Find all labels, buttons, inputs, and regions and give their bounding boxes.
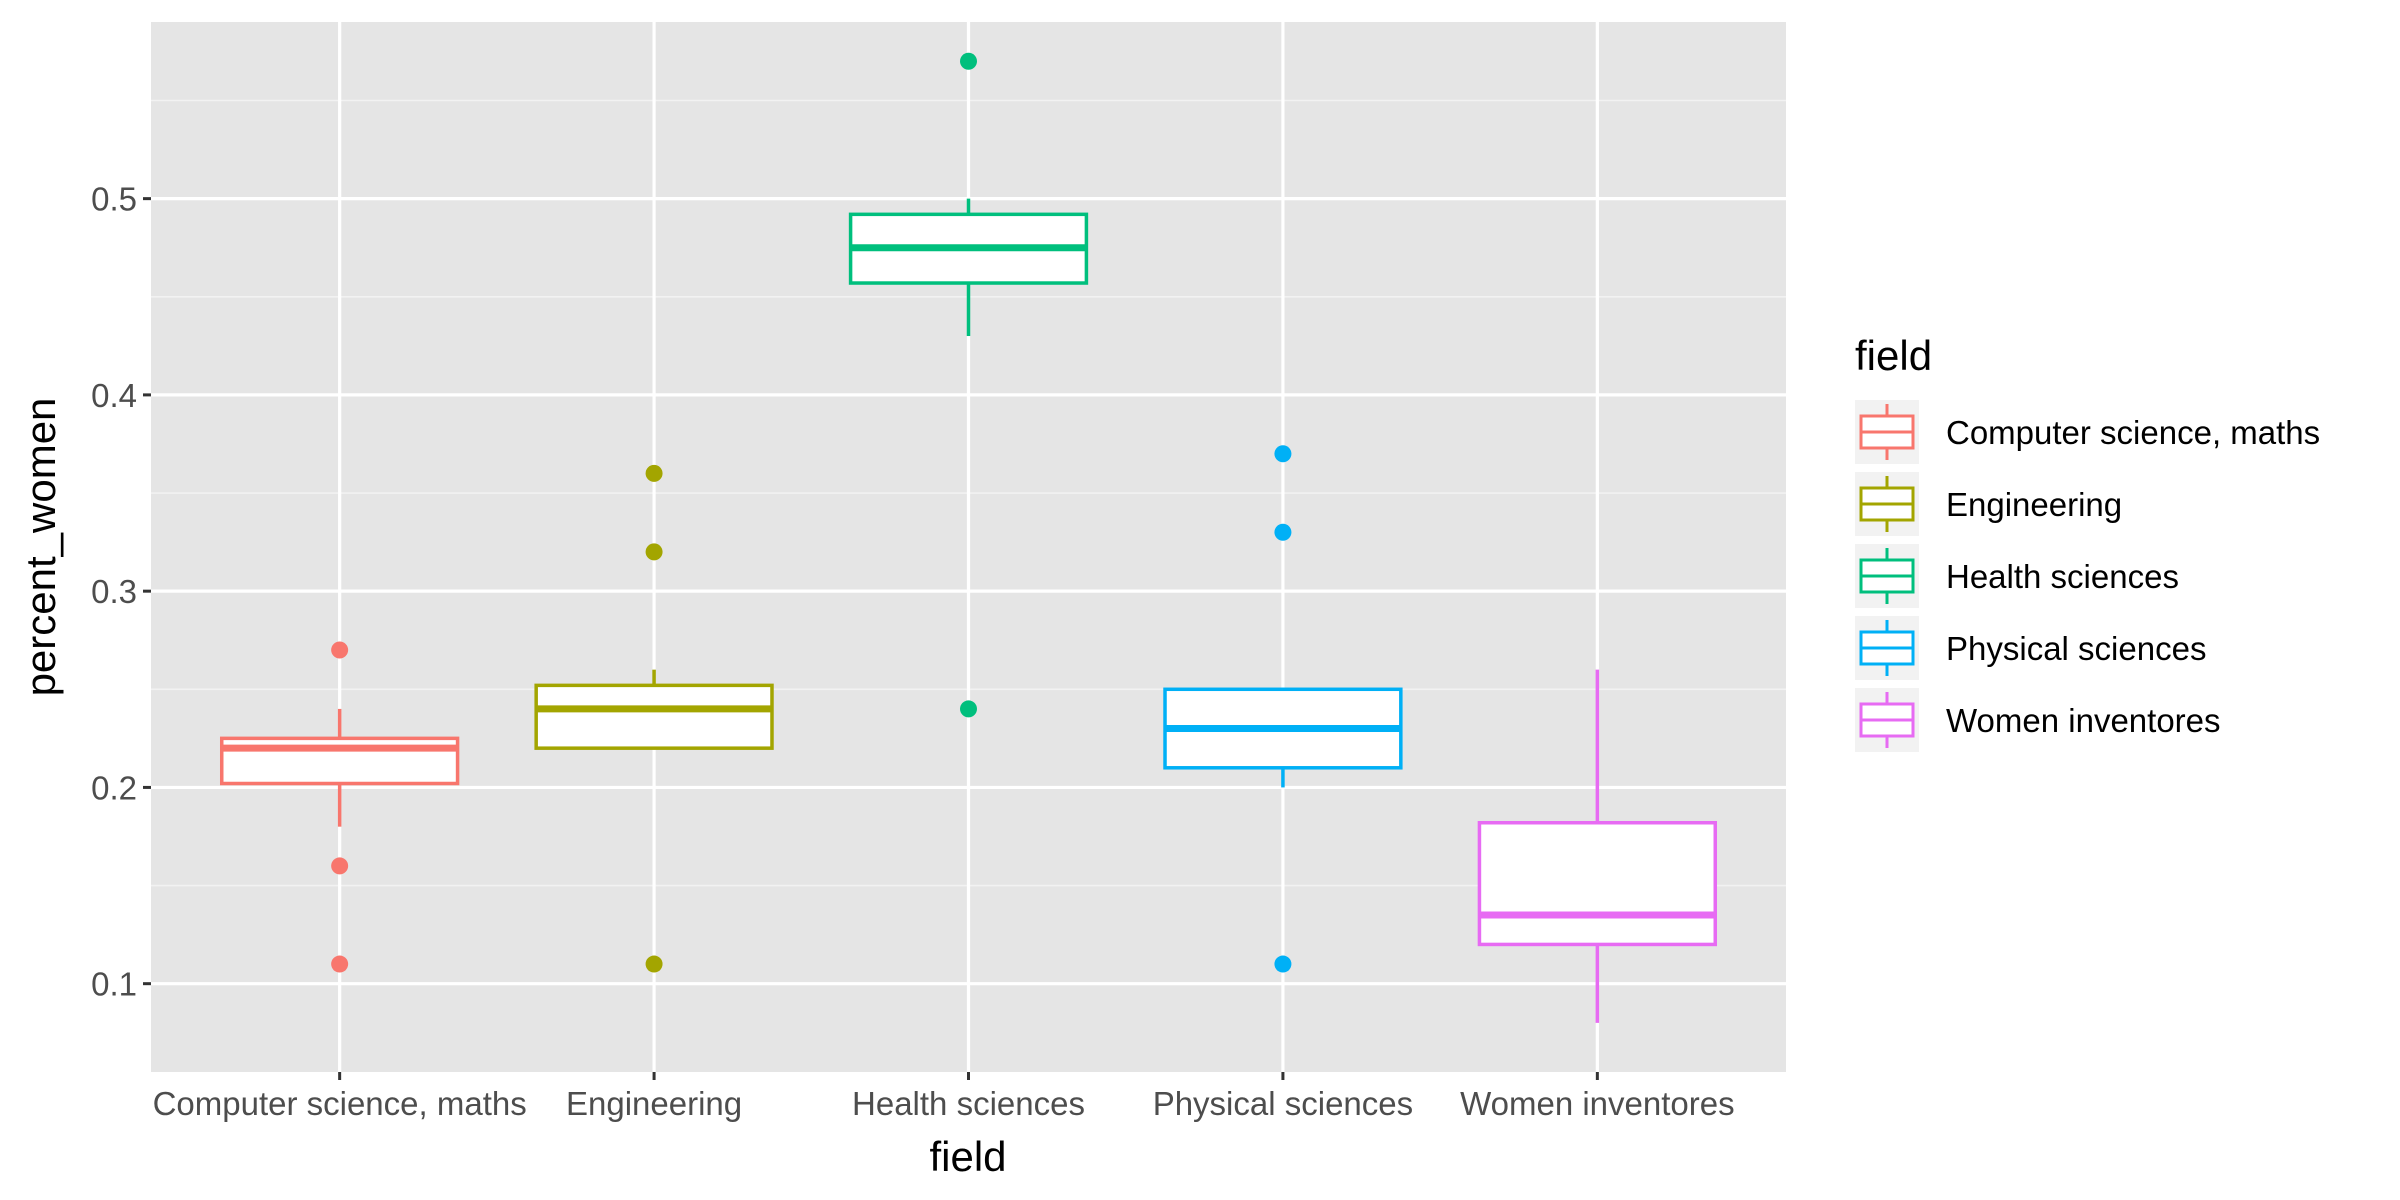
y-tick-label: 0.5 [91,181,137,218]
outlier-point [960,52,977,70]
box-layer [219,52,1718,1023]
box-3 [848,52,1089,718]
y-axis: 0.1 0.2 0.3 0.4 0.5 [91,181,151,1003]
outlier-point [645,464,663,482]
outlier-point [1274,955,1292,973]
x-axis: Computer science, maths Engineering Health… [153,1072,1735,1122]
outlier-point [1274,523,1292,541]
outlier-point [331,857,349,875]
box-1 [219,641,460,973]
box-iqr [534,683,774,750]
box-iqr [1477,820,1718,947]
legend-label: Physical sciences [1946,630,2206,667]
legend: field Computer science, maths Engineering… [1855,332,2320,752]
outlier-point [645,543,663,561]
y-tick-label: 0.2 [91,769,137,806]
x-tick-label: Physical sciences [1153,1085,1413,1122]
x-tick-label: Engineering [566,1085,742,1122]
legend-item: Health sciences [1855,544,2179,608]
box-4 [1163,445,1403,973]
legend-label: Computer science, maths [1946,414,2320,451]
legend-item: Engineering [1855,472,2122,536]
legend-label: Women inventores [1946,702,2221,739]
outlier-point [645,955,663,973]
y-tick-label: 0.4 [91,377,137,414]
y-tick-label: 0.1 [91,966,137,1003]
box-2 [534,464,774,973]
legend-label: Health sciences [1946,558,2179,595]
outlier-point [331,955,349,973]
x-tick-label: Computer science, maths [153,1085,527,1122]
outlier-point [960,700,977,718]
box-5 [1477,669,1718,1023]
y-axis-title: percent_women [17,398,64,697]
legend-item: Women inventores [1855,688,2221,752]
x-axis-title: field [929,1133,1006,1180]
x-tick-label: Health sciences [852,1085,1085,1122]
legend-title: field [1855,332,1932,379]
y-tick-label: 0.3 [91,573,137,610]
outlier-point [331,641,349,659]
outlier-point [1274,445,1292,463]
x-tick-label: Women inventores [1460,1085,1735,1122]
legend-item: Physical sciences [1855,616,2206,680]
legend-item: Computer science, maths [1855,400,2320,464]
legend-label: Engineering [1946,486,2122,523]
